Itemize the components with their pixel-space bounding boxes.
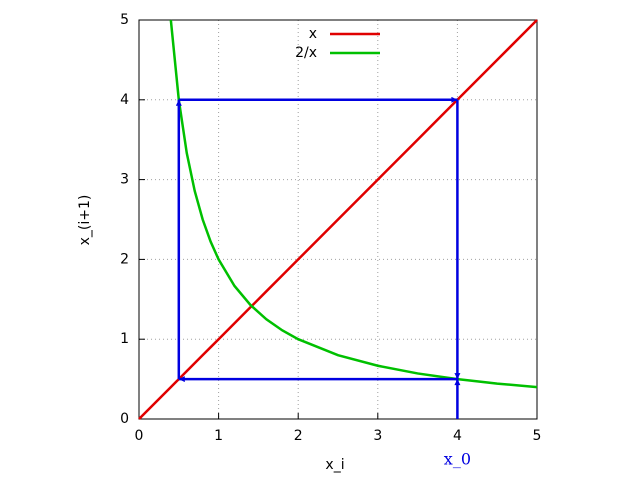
y-tick-label: 2 [120,251,129,267]
plot-frame [138,19,538,420]
y-tick-label: 3 [120,172,129,188]
series-line [138,19,538,420]
x-tick-label: 2 [294,428,303,444]
y-axis-label: x_(i+1) [77,195,93,246]
y-tick-label: 0 [120,411,129,427]
series-line [169,19,538,389]
y-tick-label: 1 [120,331,129,347]
x-tick-label: 0 [135,428,144,444]
annotation: x_0 [444,450,471,469]
legend-label: 2/x [295,45,317,61]
x-tick-label: 4 [453,428,462,444]
x-tick-label: 5 [533,428,542,444]
x-tick-label: 3 [373,428,382,444]
y-tick-label: 5 [120,12,129,28]
x-tick-label: 1 [214,428,223,444]
y-tick-label: 4 [120,92,129,108]
legend-label: x [309,26,317,42]
x-axis-label: x_i [325,457,344,473]
